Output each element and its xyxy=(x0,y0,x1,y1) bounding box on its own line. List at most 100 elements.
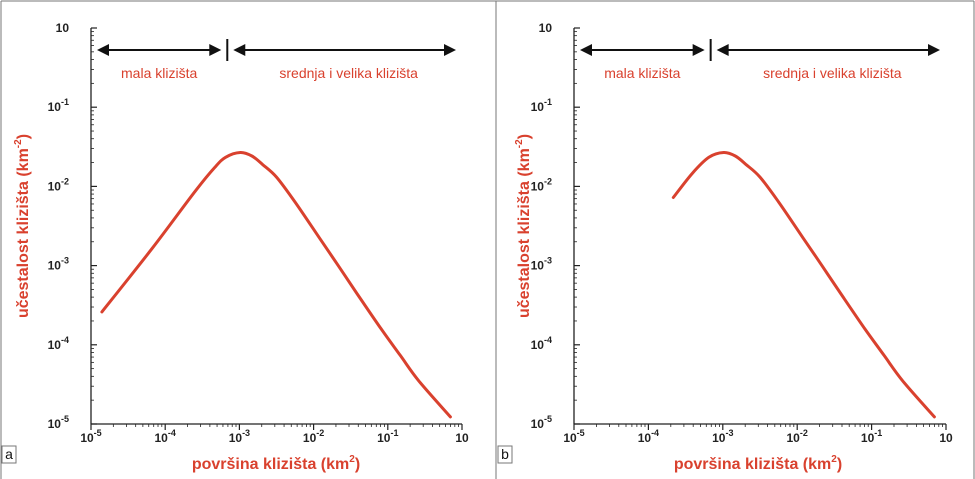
x-axis-title: površina klizišta (km2) xyxy=(192,454,360,473)
x-tick-base: 10 xyxy=(155,431,169,445)
right-arrowhead-right xyxy=(444,44,456,56)
y-tick-label: 10-2 xyxy=(531,176,552,193)
x-tick-base: 10 xyxy=(455,431,469,445)
x-axis-title-main: površina klizišta (km xyxy=(192,456,349,473)
annotation-medium-large-landslides: srednja i velika klizišta xyxy=(763,65,902,81)
y-tick-label: 10-5 xyxy=(48,414,69,431)
y-tick-label: 10-3 xyxy=(48,256,69,273)
x-axis-title-end: ) xyxy=(355,456,360,473)
panel-b: 10-5 10-4 10-3 10-2 10-1 1010-510-410-310-210… xyxy=(497,21,953,473)
x-tick-label: 10-5 xyxy=(563,428,584,445)
y-tick-base: 10 xyxy=(48,338,62,352)
y-axis-title-main: učestalost klizišta (km xyxy=(516,148,533,318)
y-axis-title-main: učestalost klizišta (km xyxy=(15,148,32,318)
y-tick-base: 10 xyxy=(531,100,545,114)
y-tick-base: 10 xyxy=(531,417,545,431)
y-tick-base: 10 xyxy=(531,338,545,352)
y-tick-label: 10-4 xyxy=(48,335,69,352)
x-tick-base: 10 xyxy=(563,431,577,445)
x-tick-label: 10-3 xyxy=(229,428,250,445)
y-tick-exponent: -1 xyxy=(544,97,552,107)
y-tick-label: 10-4 xyxy=(531,335,552,352)
right-arrowhead-left xyxy=(716,44,729,56)
y-tick-exponent: -5 xyxy=(61,414,69,424)
y-axis-title-end: ) xyxy=(15,134,32,139)
y-axis-title: učestalost klizišta (km-2) xyxy=(13,134,32,318)
x-tick-exponent: -5 xyxy=(577,428,585,438)
x-tick-label: 10-3 xyxy=(712,428,733,445)
x-tick-base: 10 xyxy=(80,431,94,445)
y-tick-base: 10 xyxy=(539,21,553,35)
series-line-0 xyxy=(671,150,936,419)
y-tick-base: 10 xyxy=(48,179,62,193)
annotation-medium-large-landslides: srednja i velika klizišta xyxy=(279,65,418,81)
x-tick-exponent: -3 xyxy=(725,428,733,438)
y-tick-base: 10 xyxy=(531,259,545,273)
x-tick-label: 10-4 xyxy=(155,428,176,445)
y-tick-exponent: -4 xyxy=(544,335,552,345)
y-tick-base: 10 xyxy=(48,100,62,114)
left-arrowhead-left xyxy=(580,44,592,56)
y-tick-label: 10 xyxy=(539,21,553,35)
x-tick-label: 10-5 xyxy=(80,428,101,445)
left-arrowhead-right xyxy=(209,44,222,56)
y-tick-base: 10 xyxy=(48,417,62,431)
panel-a: 10-5 10-4 10-3 10-2 10-1 1010-510-410-310-210… xyxy=(1,21,469,473)
x-tick-base: 10 xyxy=(377,431,391,445)
annotation-small-landslides: mala klizišta xyxy=(121,65,197,81)
x-tick-base: 10 xyxy=(939,431,953,445)
x-tick-base: 10 xyxy=(303,431,317,445)
y-tick-base: 10 xyxy=(48,259,62,273)
x-tick-label: 10-1 xyxy=(377,428,398,445)
y-tick-label: 10-1 xyxy=(48,97,69,114)
panel-label: a xyxy=(5,446,13,462)
x-tick-exponent: -1 xyxy=(390,428,398,438)
right-arrowhead-left xyxy=(233,44,246,56)
y-tick-label: 10-1 xyxy=(531,97,552,114)
x-tick-base: 10 xyxy=(229,431,243,445)
x-axis-title-sup: 2 xyxy=(831,454,837,465)
x-axis-title: površina klizišta (km2) xyxy=(674,454,842,473)
panel-label-box xyxy=(1,445,17,464)
x-tick-exponent: -5 xyxy=(94,428,102,438)
y-axis-title: učestalost klizišta (km-2) xyxy=(514,134,533,318)
y-axis-title-sup: -2 xyxy=(13,139,24,148)
x-axis-title-main: površina klizišta (km xyxy=(674,456,831,473)
x-tick-label: 10 xyxy=(455,431,469,445)
panel-label: b xyxy=(501,446,509,462)
y-tick-label: 10 xyxy=(56,21,70,35)
x-axis-title-end: ) xyxy=(837,456,842,473)
x-tick-label: 10-2 xyxy=(303,428,324,445)
y-tick-base: 10 xyxy=(56,21,70,35)
panel-label-box xyxy=(497,445,513,464)
x-tick-exponent: -2 xyxy=(316,428,324,438)
x-tick-label: 10-2 xyxy=(787,428,808,445)
y-tick-exponent: -1 xyxy=(61,97,69,107)
y-tick-label: 10-5 xyxy=(531,414,552,431)
right-arrowhead-right xyxy=(928,44,940,56)
left-arrowhead-left xyxy=(97,44,109,56)
x-axis-title-sup: 2 xyxy=(349,454,355,465)
x-tick-label: 10 xyxy=(939,431,953,445)
y-tick-base: 10 xyxy=(531,179,545,193)
x-tick-label: 10-4 xyxy=(638,428,659,445)
y-tick-exponent: -2 xyxy=(544,176,552,186)
y-axis-title-sup: -2 xyxy=(514,139,525,148)
x-tick-base: 10 xyxy=(861,431,875,445)
x-tick-exponent: -4 xyxy=(651,428,659,438)
y-axis-title-end: ) xyxy=(516,134,533,139)
y-tick-exponent: -3 xyxy=(544,256,552,266)
x-tick-base: 10 xyxy=(638,431,652,445)
x-tick-label: 10-1 xyxy=(861,428,882,445)
x-tick-exponent: -1 xyxy=(874,428,882,438)
x-tick-exponent: -2 xyxy=(800,428,808,438)
y-tick-label: 10-2 xyxy=(48,176,69,193)
series-line-0 xyxy=(100,150,452,419)
annotation-small-landslides: mala klizišta xyxy=(604,65,680,81)
y-tick-exponent: -3 xyxy=(61,256,69,266)
x-tick-base: 10 xyxy=(787,431,801,445)
x-tick-exponent: -3 xyxy=(242,428,250,438)
y-tick-exponent: -4 xyxy=(61,335,69,345)
